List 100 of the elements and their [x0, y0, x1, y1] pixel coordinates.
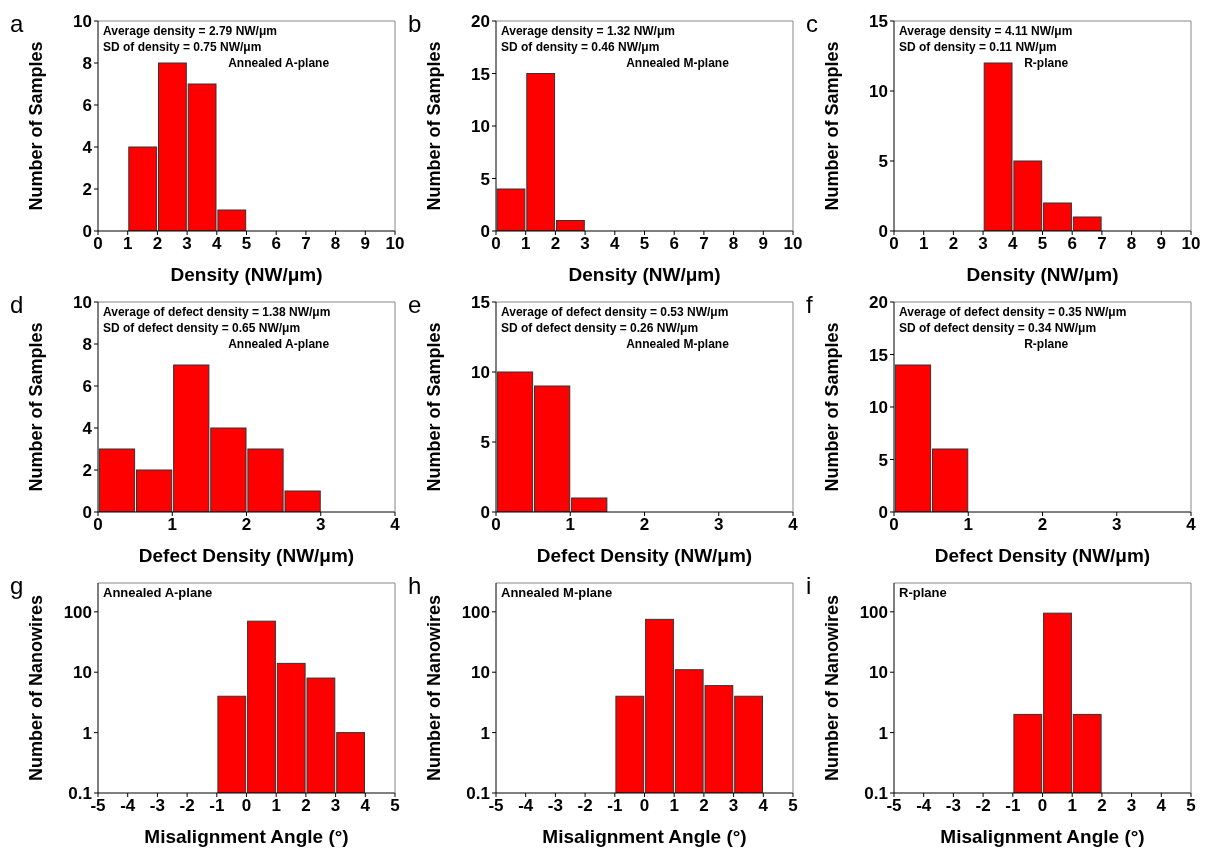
x-tick-label: 3: [182, 234, 192, 254]
y-tick-label: 20: [471, 12, 490, 32]
x-tick-label: -4: [518, 796, 534, 816]
x-tick-label: 7: [301, 234, 311, 254]
x-tick-label: 0: [1037, 796, 1048, 816]
annotation: SD of density = 0.46 NW/μm: [501, 39, 661, 55]
y-tick-label: 10: [471, 363, 490, 383]
x-tick-label: 4: [1186, 515, 1197, 535]
x-tick-label: 1: [1067, 796, 1077, 816]
annotation: Average density = 4.11 NW/μm: [899, 23, 1073, 39]
x-tick-label: 4: [1008, 234, 1019, 254]
x-tick-label: 3: [978, 234, 988, 254]
x-tick-label: 3: [728, 796, 739, 816]
x-tick-label: 6: [1067, 234, 1077, 254]
chart-title: d: [10, 291, 24, 319]
x-tick-label: -1: [607, 796, 623, 816]
annotation: Average density = 1.32 NW/μm: [501, 23, 676, 39]
x-axis-title: Density (NW/μm): [568, 264, 721, 285]
x-axis-title: Misalignment Angle (°): [144, 826, 349, 847]
x-tick-label: 4: [212, 234, 223, 254]
annotation: R-plane: [1023, 55, 1070, 71]
y-axis-title: Number of Samples: [26, 322, 46, 492]
x-tick-label: 1: [167, 515, 177, 535]
x-tick-label: 3: [316, 515, 326, 535]
y-tick-label: 10: [869, 82, 888, 102]
y-axis-title: Number of Samples: [424, 322, 444, 492]
y-tick-label: 4: [82, 138, 93, 158]
x-tick-label: 1: [520, 234, 531, 254]
x-tick-label: -3: [945, 796, 961, 816]
x-tick-label: 3: [1112, 515, 1122, 535]
x-tick-label: 10: [783, 234, 803, 254]
y-tick-label: 6: [82, 96, 92, 116]
x-tick-label: 2: [301, 796, 311, 816]
x-tick-label: 9: [758, 234, 769, 254]
y-axis-title: Number of Nanowires: [424, 594, 444, 782]
y-tick-label: 1: [878, 723, 888, 743]
y-axis-title: Number of Nanowires: [26, 594, 46, 782]
y-tick-label: 20: [869, 293, 888, 313]
y-tick-label: 1: [480, 723, 490, 743]
y-tick-label: 8: [82, 335, 92, 355]
x-tick-label: -1: [1005, 796, 1021, 816]
x-tick-label: 2: [152, 234, 163, 254]
x-tick-label: 4: [758, 796, 769, 816]
annotation: Average of defect density = 1.38 NW/μm: [103, 304, 331, 320]
annotation: SD of defect density = 0.65 NW/μm: [103, 320, 302, 336]
x-tick-label: 2: [1037, 515, 1048, 535]
y-tick-label: 4: [82, 419, 93, 439]
x-tick-label: -3: [149, 796, 165, 816]
x-axis-title: Defect Density (NW/μm): [934, 545, 1151, 566]
x-tick-label: 8: [330, 234, 341, 254]
x-axis-title: Defect Density (NW/μm): [138, 545, 355, 566]
x-tick-label: 4: [1156, 796, 1167, 816]
x-tick-label: 4: [360, 796, 371, 816]
x-tick-label: 2: [699, 796, 709, 816]
x-tick-label: 2: [948, 234, 959, 254]
annotation: Annealed A-plane: [227, 336, 331, 352]
y-tick-label: 0.1: [864, 784, 888, 804]
x-tick-label: 2: [1097, 796, 1107, 816]
y-tick-label: 10: [471, 663, 490, 683]
x-tick-label: 8: [1126, 234, 1137, 254]
x-axis-title: Misalignment Angle (°): [940, 826, 1145, 847]
annotation: Average of defect density = 0.35 NW/μm: [899, 304, 1127, 320]
chart-title: g: [10, 572, 24, 600]
y-tick-label: 1: [82, 723, 92, 743]
y-tick-label: 2: [82, 180, 92, 200]
x-tick-label: 4: [390, 515, 401, 535]
y-tick-label: 6: [82, 377, 92, 397]
x-tick-label: 8: [728, 234, 739, 254]
x-tick-label: 4: [788, 515, 799, 535]
x-tick-label: -2: [179, 796, 195, 816]
annotation: SD of defect density = 0.26 NW/μm: [501, 320, 700, 336]
y-tick-label: 15: [869, 12, 888, 32]
x-tick-label: -1: [209, 796, 225, 816]
x-tick-label: 9: [1156, 234, 1167, 254]
chart-title: f: [806, 291, 813, 319]
annotation: SD of density = 0.11 NW/μm: [899, 39, 1058, 55]
annotation: Annealed A-plane: [227, 55, 330, 71]
x-tick-label: 0: [639, 796, 650, 816]
x-tick-label: 1: [669, 796, 679, 816]
x-tick-label: 5: [1186, 796, 1196, 816]
x-tick-label: 4: [610, 234, 621, 254]
x-tick-label: 7: [1097, 234, 1107, 254]
y-tick-label: 100: [63, 602, 92, 622]
y-tick-label: 0.1: [466, 784, 490, 804]
y-axis-title: Number of Samples: [822, 322, 842, 492]
x-tick-label: 1: [271, 796, 281, 816]
y-tick-label: 15: [471, 293, 490, 313]
x-tick-label: 10: [1181, 234, 1201, 254]
y-tick-label: 100: [461, 602, 490, 622]
x-tick-label: -4: [120, 796, 136, 816]
y-tick-label: 10: [73, 293, 92, 313]
x-tick-label: 1: [565, 515, 575, 535]
y-tick-label: 5: [480, 433, 490, 453]
x-tick-label: 6: [271, 234, 281, 254]
y-tick-label: 0.1: [68, 784, 92, 804]
chart-title: a: [10, 10, 24, 38]
x-axis-title: Density (NW/μm): [170, 264, 323, 285]
x-tick-label: -2: [577, 796, 593, 816]
x-tick-label: 3: [1126, 796, 1137, 816]
y-tick-label: 10: [73, 12, 92, 32]
